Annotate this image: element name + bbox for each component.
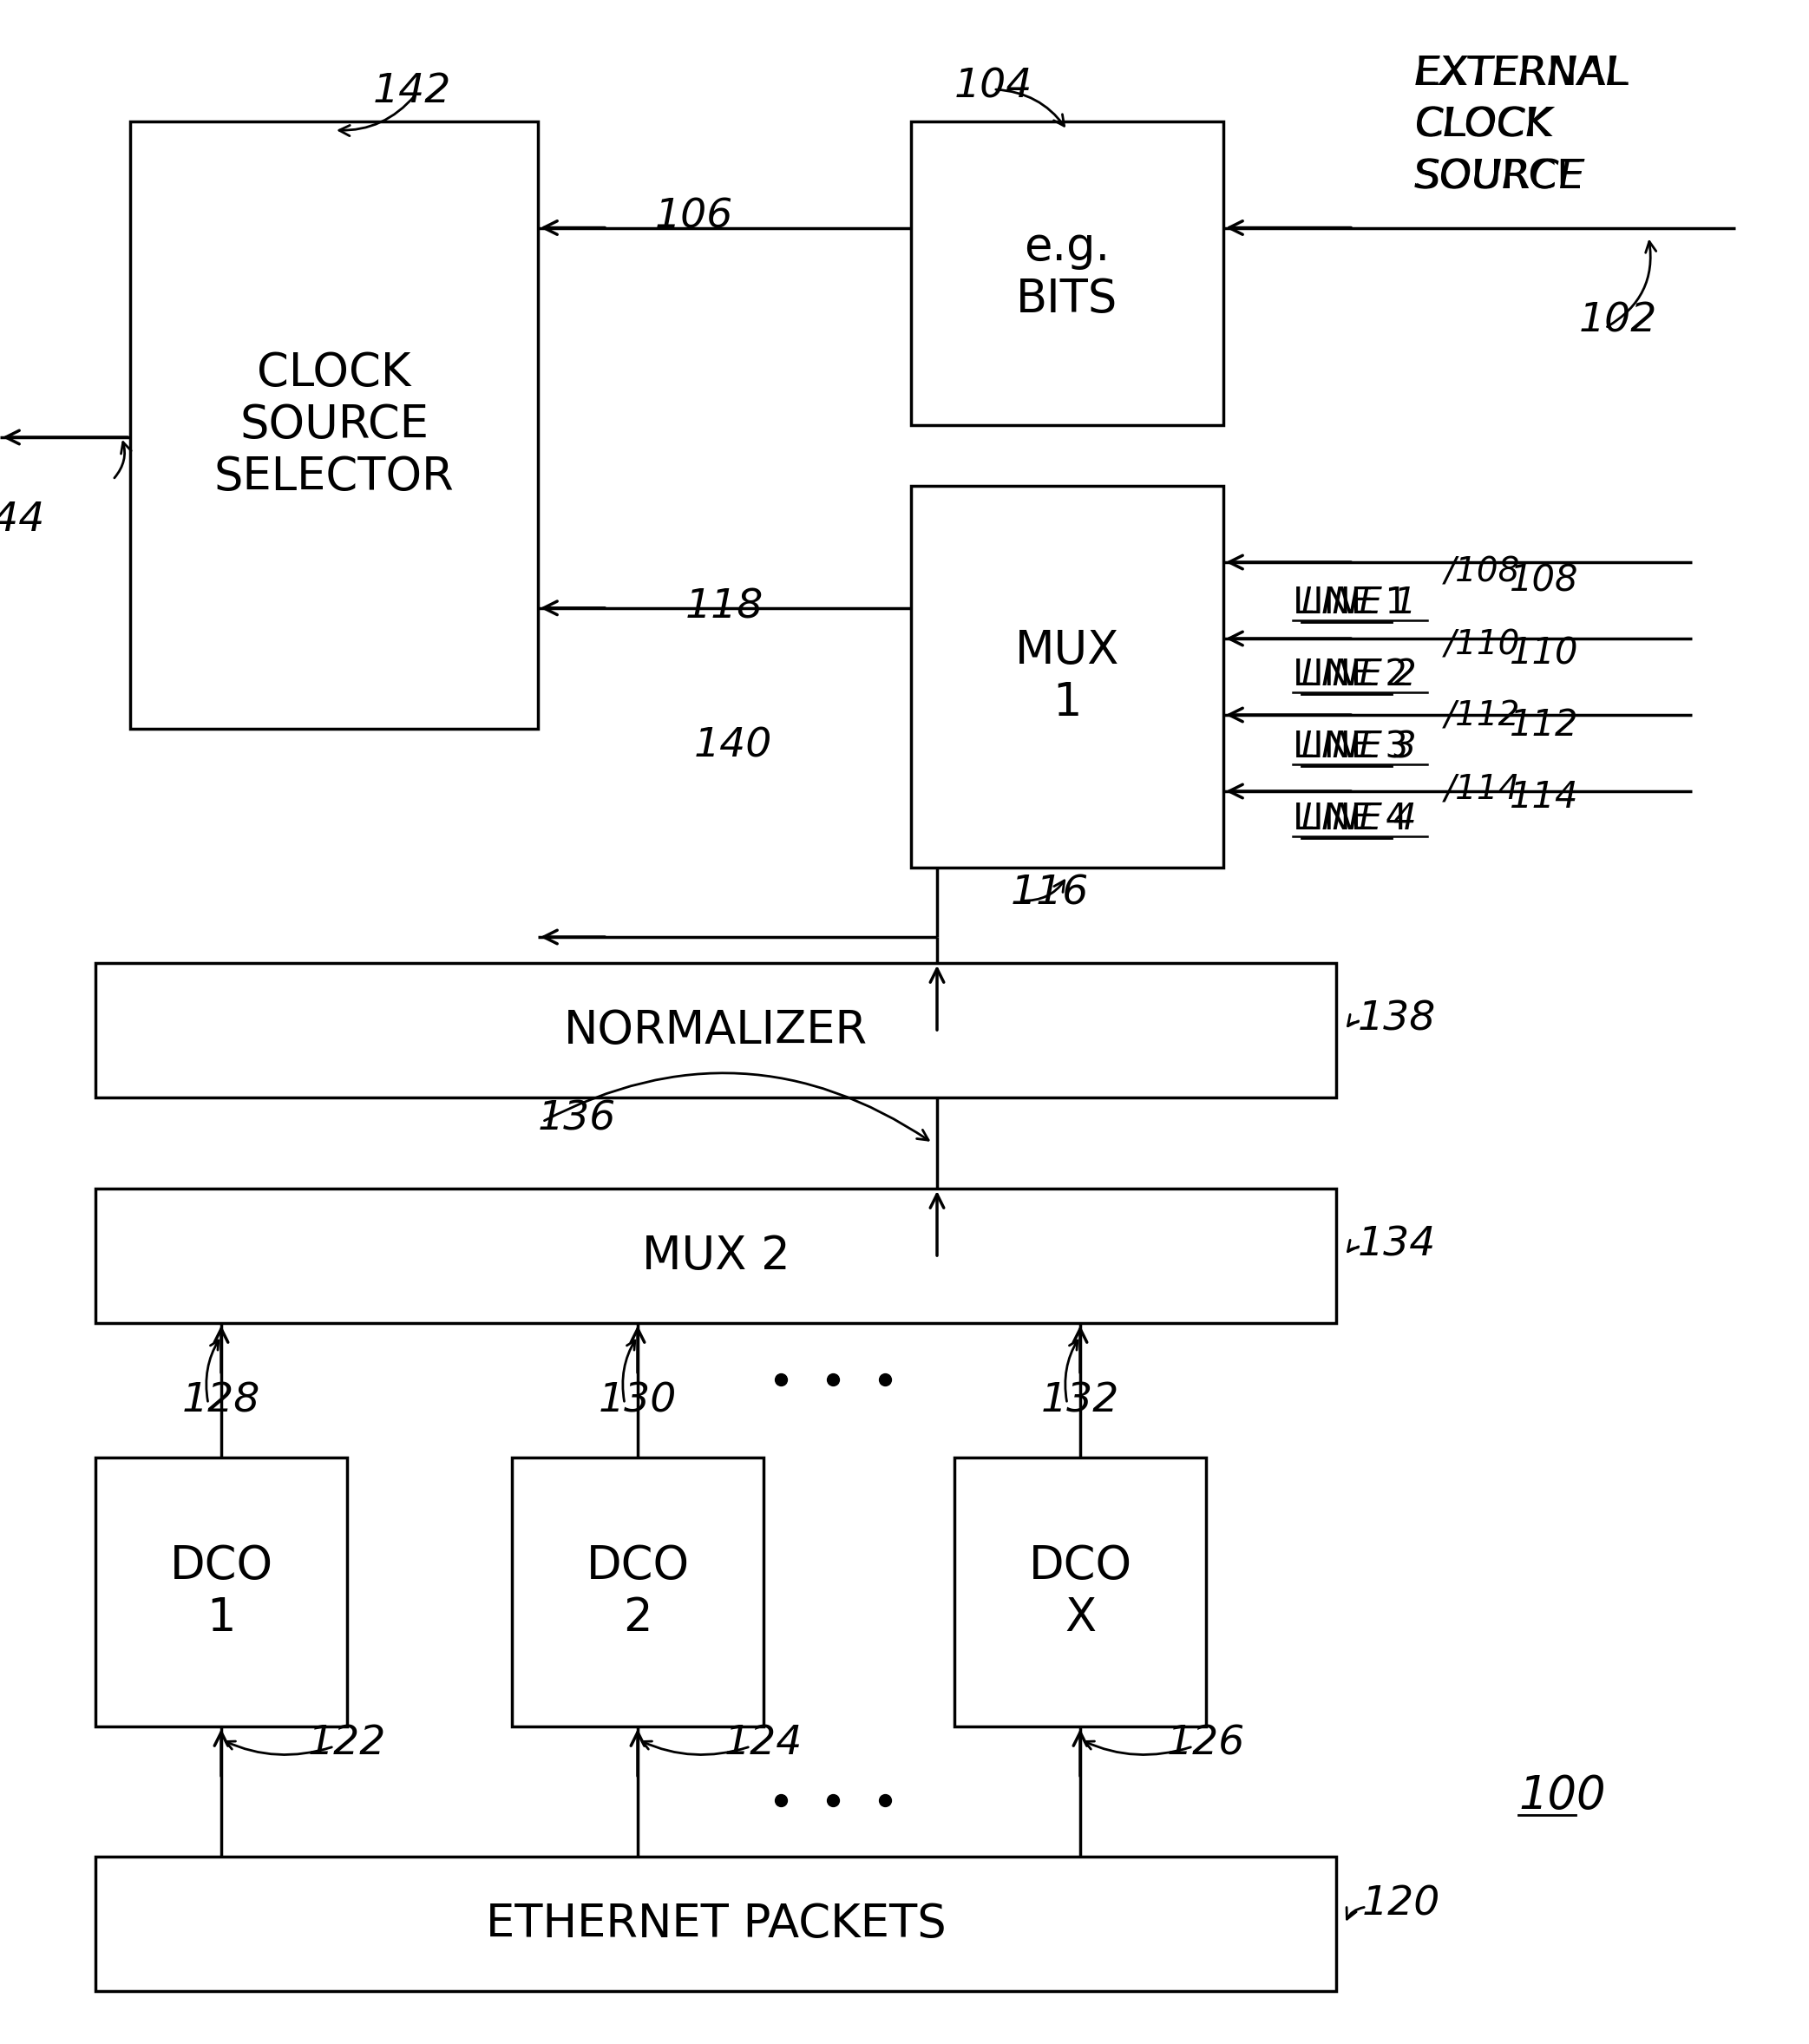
Text: CLOCK: CLOCK (1415, 106, 1552, 145)
Text: SOURCE: SOURCE (1415, 157, 1583, 198)
Text: LINE 3: LINE 3 (1301, 730, 1416, 764)
Bar (96, 1856, 1337, 1991)
Bar (96, 963, 1337, 1098)
Text: /114: /114 (1445, 773, 1520, 805)
Text: 102: 102 (1579, 300, 1657, 341)
Text: /110: /110 (1445, 628, 1520, 660)
Text: 118: 118 (686, 589, 763, 628)
Text: 134: 134 (1359, 1226, 1436, 1265)
Text: EXTERNAL: EXTERNAL (1415, 55, 1628, 94)
Text: 138: 138 (1359, 1000, 1436, 1038)
Text: LINE 3: LINE 3 (1293, 730, 1407, 764)
Text: 140: 140 (695, 726, 772, 766)
Text: e.g.
BITS: e.g. BITS (1017, 225, 1118, 323)
Text: 122: 122 (308, 1725, 387, 1764)
Bar (912, 121, 1223, 425)
Text: 100: 100 (1518, 1774, 1606, 1819)
Text: 112: 112 (1511, 707, 1579, 744)
Text: 130: 130 (599, 1382, 677, 1421)
Text: /108: /108 (1445, 556, 1520, 589)
Text: /112: /112 (1445, 701, 1520, 734)
Text: 104: 104 (955, 67, 1033, 106)
Text: 114: 114 (1511, 779, 1579, 816)
Text: LINE 4: LINE 4 (1293, 801, 1407, 838)
Text: ETHERNET PACKETS: ETHERNET PACKETS (485, 1901, 946, 1946)
Text: 144: 144 (0, 501, 45, 540)
Bar (512, 1457, 763, 1727)
Text: 108: 108 (1511, 562, 1579, 599)
Text: CLOCK: CLOCK (1415, 106, 1552, 145)
Text: 132: 132 (1042, 1382, 1120, 1421)
Text: NORMALIZER: NORMALIZER (564, 1008, 868, 1053)
Text: DCO
1: DCO 1 (170, 1543, 273, 1641)
Text: 124: 124 (724, 1725, 803, 1764)
Text: DCO
2: DCO 2 (586, 1543, 689, 1641)
Text: 136: 136 (537, 1100, 617, 1139)
Text: 116: 116 (1011, 875, 1089, 914)
Text: MUX
1: MUX 1 (1015, 628, 1120, 726)
Bar (955, 1457, 1207, 1727)
Text: CLOCK
SOURCE
SELECTOR: CLOCK SOURCE SELECTOR (213, 350, 454, 501)
Text: 110: 110 (1511, 636, 1579, 672)
Text: 126: 126 (1167, 1725, 1245, 1764)
Text: 120: 120 (1362, 1885, 1440, 1923)
Bar (96, 1188, 1337, 1322)
Text: LINE 1: LINE 1 (1301, 585, 1416, 621)
Bar (912, 486, 1223, 867)
Text: LINE 1: LINE 1 (1293, 585, 1407, 621)
Text: EXTERNAL: EXTERNAL (1415, 55, 1630, 94)
Text: LINE 4: LINE 4 (1301, 801, 1416, 838)
Text: 106: 106 (655, 198, 733, 237)
Bar (130, 121, 537, 730)
Text: SOURCE: SOURCE (1415, 157, 1586, 198)
Text: 128: 128 (183, 1382, 260, 1421)
Text: MUX 2: MUX 2 (642, 1233, 791, 1278)
Text: LINE 2: LINE 2 (1293, 656, 1407, 693)
Text: LINE 2: LINE 2 (1301, 656, 1416, 693)
Text: DCO
X: DCO X (1029, 1543, 1132, 1641)
Bar (96, 1457, 347, 1727)
Text: 142: 142 (373, 72, 452, 110)
